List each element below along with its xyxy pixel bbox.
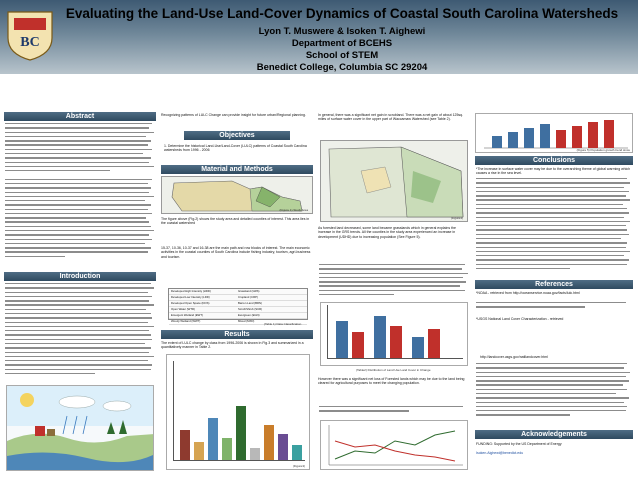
- table-row: Developed High Intensity (HDD) Grassland …: [169, 289, 307, 295]
- conclusions-heading: Conclusions: [475, 156, 633, 165]
- funding-note: FUNDING: Supported by the US Department …: [476, 442, 562, 446]
- lulc-change-chart: [320, 302, 468, 366]
- reference-list: [476, 363, 632, 423]
- reference-blank-area: [476, 326, 632, 350]
- study-area-map: (Figure 1) Study Area: [161, 176, 313, 214]
- col3-lower-cont: [319, 406, 469, 418]
- conclusions-body: [476, 178, 632, 276]
- table1-caption: (Table 1) Data Classification: [264, 322, 302, 326]
- college: Benedict College, Columbia SC 29204: [256, 62, 428, 73]
- table2-caption: (Table2) Distribution of Land Use Land C…: [356, 368, 431, 372]
- chart-bar: [390, 326, 402, 358]
- chart-bar: [208, 418, 218, 460]
- objective-text: 1. Determine the historical Land-Use/Lan…: [164, 144, 307, 153]
- chart-bar: [292, 445, 302, 460]
- table-row: Emergent Wetland (EWT) Evergreen (EGN): [169, 313, 307, 319]
- col3-lower: However there was a significant net loss…: [318, 377, 465, 386]
- chart-bar: [412, 336, 424, 358]
- introduction-heading: Introduction: [4, 272, 156, 281]
- poster-header: BC Evaluating the Land-Use Land-Cover Dy…: [0, 0, 638, 74]
- chart-bar: [180, 430, 190, 460]
- department: Department of BCEHS: [291, 38, 393, 49]
- poster-title: Evaluating the Land-Use Land-Cover Dynam…: [65, 6, 619, 21]
- introduction-body: [5, 283, 155, 381]
- materials-heading: Material and Methods: [161, 165, 313, 174]
- col3-middle: As forested land decreased, some land be…: [318, 226, 456, 239]
- objectives-heading: Objectives: [184, 131, 290, 140]
- chart-bar: [352, 331, 364, 358]
- college-seal-logo: BC: [7, 11, 53, 61]
- col3-intro: In general, there was a significant net …: [318, 113, 464, 122]
- reference-usgs: *USGS National Land Cover Characterizati…: [476, 317, 564, 321]
- chart-bar: [222, 438, 232, 460]
- table-row: Open Water (WTR) Scrub/Shrub (SCR): [169, 307, 307, 313]
- figure4-caption: (Figure4): [450, 216, 463, 220]
- chart-bar: [250, 448, 260, 460]
- table-row: Developed Low Intensity (LDD) Cropland (C…: [169, 295, 307, 301]
- abstract-heading: Abstract: [4, 112, 156, 121]
- acknowledgements-heading: Acknowledgements: [475, 430, 633, 439]
- conclusion-1: *The increase in surface water cover may…: [476, 167, 631, 176]
- references-heading: References: [475, 280, 633, 289]
- authors: Lyon T. Muswere & Isoken T. Aighewi: [258, 26, 426, 37]
- change-map: (Figure4): [320, 140, 468, 222]
- school: School of STEM: [305, 50, 379, 61]
- results-paragraph: The extent of LULC change by class from …: [161, 341, 304, 350]
- population-growth-chart: (Figure 5) Population growth trend since: [475, 113, 633, 153]
- results-heading: Results: [161, 330, 313, 339]
- table-row: Developed Open Space (DOS) Barren Land (B…: [169, 301, 307, 307]
- author-block: Lyon T. Muswere & Isoken T. Aighewi Depa…: [62, 26, 622, 74]
- chart-bar: [374, 315, 386, 358]
- water-cycle-figure: [6, 385, 154, 471]
- chart-bar: [236, 405, 246, 460]
- chart-bar: [278, 434, 288, 460]
- col3-paragraph: [319, 264, 469, 298]
- classification-table: Developed High Intensity (HDD) Grassland …: [168, 288, 308, 325]
- reference-2-body: [476, 302, 632, 316]
- reference-url: http://landcover.usgs.gov/natllandcover.…: [480, 355, 548, 359]
- methods-paragraph-2: 15-37, 10-36, 10-37 and 16-38 are the ma…: [161, 246, 311, 259]
- methods-paragraph-1: The figure above (Fig.2) shows the study…: [161, 217, 310, 226]
- intro-continuation: Recognizing patterns of LULC Change can …: [161, 113, 306, 117]
- chart-bar: [428, 328, 440, 358]
- table-row: Woody Wetland (WWT) Mixed (MXD): [169, 319, 307, 325]
- figure5-caption: (Figure 5) Population growth trend since: [576, 148, 630, 152]
- reference-1: *NOAA - retrieved from http://oceanservi…: [476, 291, 580, 295]
- figure3-caption: (Figure3): [292, 464, 305, 468]
- forest-loss-chart: [320, 420, 468, 470]
- figure1-caption: (Figure 1) Study Area: [279, 208, 308, 212]
- abstract-body: [5, 123, 155, 269]
- chart-bar: [194, 442, 204, 460]
- contact-email[interactable]: Isoken.Aighewi@benedict.edu: [476, 451, 524, 455]
- chart-bar: [336, 320, 348, 358]
- chart-bar: [264, 425, 274, 460]
- results-bar-chart: (Figure3): [166, 354, 310, 470]
- svg-text:BC: BC: [20, 35, 39, 50]
